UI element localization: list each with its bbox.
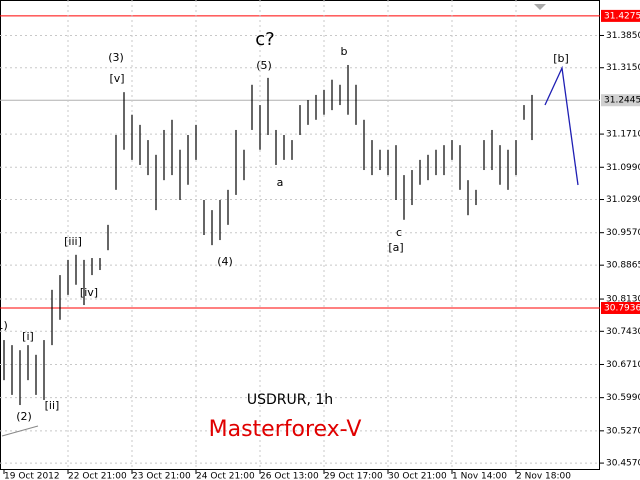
level-label: 31.4275 (604, 11, 640, 21)
trend-line (1, 425, 39, 437)
y-tick-label: 31.0990 (606, 163, 640, 173)
x-tick-label: 30 Oct 21:00 (388, 472, 447, 480)
wave-label: a (277, 176, 284, 189)
bars (3, 64, 533, 406)
wave-label: [iv] (80, 286, 98, 299)
wave-label: (5) (256, 59, 272, 72)
y-tick-label: 31.3850 (606, 31, 640, 41)
x-tick-label: 22 Oct 21:00 (68, 472, 127, 480)
x-tick-label: 19 Oct 2012 (4, 472, 60, 480)
x-tick-label: 29 Oct 17:00 (324, 472, 383, 480)
x-tick-label: 26 Oct 13:00 (260, 472, 319, 480)
x-tick-label: 24 Oct 21:00 (196, 472, 255, 480)
wave-label: (4) (217, 255, 233, 268)
symbol-label: USDRUR, 1h (247, 392, 333, 408)
grid (0, 0, 600, 470)
wave-label: b (341, 45, 348, 58)
wave-label: (3) (108, 51, 124, 64)
y-tick-label: 31.1710 (606, 130, 640, 140)
y-tick-label: 30.5990 (606, 393, 640, 403)
y-tick-label: 30.5270 (606, 426, 640, 436)
wave-label: c? (255, 29, 274, 50)
y-tick-label: 31.3150 (606, 63, 640, 73)
last-price-box (601, 94, 640, 107)
forecast-line (544, 65, 579, 186)
wave-label: (1) (0, 319, 8, 332)
wave-label: [ii] (45, 399, 60, 412)
y-tick-label: 30.6710 (606, 360, 640, 370)
wave-label: [b] (553, 52, 569, 65)
y-tick-label: 31.0290 (606, 195, 640, 205)
x-tick-label: 23 Oct 21:00 (132, 472, 191, 480)
annotations: c? (5) b (3) [v] [iii] [iv] [i] (1) [ii] (2) a (4) c [… (0, 29, 569, 423)
x-tick-label: 1 Nov 14:00 (452, 472, 507, 480)
y-tick-label: 30.4570 (606, 459, 640, 469)
brand-label: Masterforex-V (209, 417, 362, 442)
y-tick-label: 30.8865 (606, 261, 640, 271)
level-label-box (601, 301, 640, 314)
shift-marker (534, 4, 546, 10)
y-tick-label: 30.9570 (606, 228, 640, 238)
y-tick-label: 30.8130 (606, 295, 640, 305)
wave-label: c (396, 226, 402, 239)
plot-frame (0, 0, 600, 470)
wave-label: [i] (22, 330, 34, 343)
wave-label: [v] (109, 72, 124, 85)
wave-label: [iii] (64, 235, 82, 248)
level-label-box (601, 9, 640, 22)
wave-label: (2) (16, 410, 32, 423)
axes: 31.3850 31.3150 31.1710 31.0990 31.0290 30.95… (3, 9, 640, 480)
y-tick-label: 30.7430 (606, 327, 640, 337)
wave-label: [a] (388, 241, 403, 254)
last-price-label: 31.2445 (604, 96, 640, 106)
x-tick-label: 2 Nov 18:00 (516, 472, 571, 480)
level-label: 30.7936 (604, 303, 640, 313)
